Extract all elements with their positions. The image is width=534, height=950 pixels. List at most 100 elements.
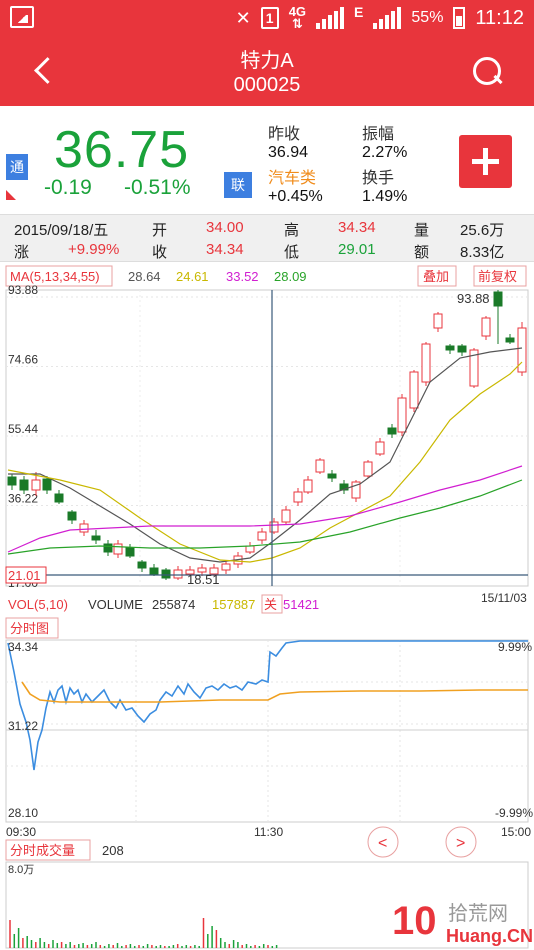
intraday-y-bot: 28.10 (8, 806, 38, 820)
kline-candle-body (303, 479, 313, 493)
corner-flag-icon (6, 190, 16, 200)
stock-name: 特力A (240, 50, 294, 72)
kline-y-tick: 55.44 (8, 422, 38, 436)
next-day-label: > (456, 835, 465, 852)
chg-value: +9.99% (68, 241, 120, 258)
kline-candle-body (351, 481, 361, 499)
ma-legend-box[interactable] (5, 265, 113, 287)
open-value: 34.00 (206, 219, 244, 236)
amt-value: 8.33亿 (460, 244, 505, 261)
kline-candle-body (269, 521, 279, 533)
tong-badge[interactable]: 通 (6, 154, 28, 180)
kline-candle-body (493, 291, 503, 307)
low-label: 低 (284, 244, 300, 261)
kline-end-date: 15/11/03 (481, 591, 527, 605)
ma55-line (7, 479, 523, 555)
chg-label: 涨 (14, 244, 30, 261)
battery-icon (453, 7, 466, 29)
kline-candle-body (185, 569, 195, 575)
intraday-pct-bot: -9.99% (495, 806, 533, 820)
ma-legend-label: MA(5,13,34,55) (10, 269, 100, 284)
volume-label: VOLUME (88, 597, 143, 612)
kline-candle-body (505, 337, 515, 343)
date: 2015/09/18/五 (14, 222, 109, 239)
intraday-price-line (7, 640, 528, 771)
add-watchlist-button[interactable] (459, 135, 512, 188)
intraday-volume-tab[interactable] (5, 839, 91, 861)
kline-candle-body (161, 569, 171, 579)
close-value: 34.34 (206, 241, 244, 258)
vol-close-button[interactable] (261, 594, 283, 614)
kline-candle-body (481, 317, 491, 337)
kline-candle-body (149, 567, 159, 575)
quote-panel: 通 36.75 -0.19 -0.51% 联 昨收 36.94 汽车类 +0.4… (0, 106, 534, 214)
kline-candle-body (137, 561, 147, 569)
gallery-icon (10, 6, 34, 28)
sector-name[interactable]: 汽车类 (268, 170, 317, 187)
kline-candle-body (327, 473, 337, 479)
vol-legend-label: VOL(5,10) (8, 597, 68, 612)
kline-candle-body (397, 397, 407, 433)
kline-low-label: 18.51 (187, 572, 220, 587)
close-label: 收 (152, 244, 168, 261)
kline-candle-body (445, 345, 455, 351)
intraday-tab[interactable] (5, 617, 59, 639)
high-value: 34.34 (338, 219, 376, 236)
watermark-text: 拾荒网 (448, 902, 508, 925)
intraday-avg-line (21, 681, 528, 703)
adjust-button[interactable] (473, 265, 527, 287)
kline-candle-body (433, 313, 443, 329)
amplitude-value: 2.27% (362, 144, 408, 161)
kline-candle-body (339, 483, 349, 491)
kline-candle-body (173, 569, 183, 579)
prev-day-label: < (378, 835, 387, 852)
kline-candle-body (257, 531, 267, 541)
overlay-button[interactable] (417, 265, 457, 287)
intraday-t-start: 09:30 (6, 825, 36, 839)
kline-high-label: 93.88 (457, 291, 490, 306)
kline-candle-body (209, 567, 219, 575)
intraday-pct-top: 9.99% (498, 640, 532, 654)
cursor-price: 21.01 (8, 568, 41, 583)
signal-icon-2 (373, 7, 402, 29)
kline-candle-body (67, 511, 77, 521)
kline-candle-body (245, 545, 255, 553)
kline-candle-body (281, 509, 291, 523)
kline-candle-body (363, 461, 373, 477)
amt-label: 额 (414, 244, 430, 261)
intraday-tab-label: 分时图 (10, 621, 49, 636)
kline-candle-body (469, 349, 479, 387)
signal-icon (316, 7, 345, 29)
watermark-number: 10 (392, 899, 437, 943)
ma55-value: 28.09 (274, 269, 307, 284)
mute-icon: ✕ (235, 7, 251, 28)
battery-percent: 55% (411, 9, 444, 26)
ma34-line (7, 465, 523, 553)
kline-candle-body (19, 479, 29, 491)
kline-candle-body (7, 476, 17, 486)
charts-svg[interactable]: MA(5,13,34,55) 28.64 24.61 33.52 28.09 叠… (0, 262, 534, 950)
watermark-sub: Huang.CN (446, 926, 533, 946)
app-header: 特力A 000025 (0, 36, 534, 106)
next-day-button[interactable] (445, 826, 477, 858)
volume-frame (5, 861, 529, 949)
ma5-value: 28.64 (128, 269, 161, 284)
prev-close-label: 昨收 (268, 126, 301, 143)
kline-candle-body (315, 459, 325, 473)
sector-change: +0.45% (268, 188, 323, 205)
prev-day-button[interactable] (367, 826, 399, 858)
volume-bars (9, 918, 278, 948)
clock: 11:12 (475, 6, 524, 29)
low-value: 29.01 (338, 241, 376, 258)
volume-value: 255874 (152, 597, 195, 612)
open-label: 开 (152, 222, 168, 239)
kline-candle-body (375, 441, 385, 455)
intraday-t-mid: 11:30 (254, 825, 283, 839)
kline-candle-body (517, 327, 527, 373)
network-type: 4G ⇅ (288, 4, 307, 31)
vol-value: 25.6万 (460, 222, 505, 239)
ma34-value: 33.52 (226, 269, 259, 284)
overlay-button-label: 叠加 (423, 269, 449, 284)
lian-badge[interactable]: 联 (224, 172, 252, 198)
search-icon[interactable] (470, 54, 504, 88)
